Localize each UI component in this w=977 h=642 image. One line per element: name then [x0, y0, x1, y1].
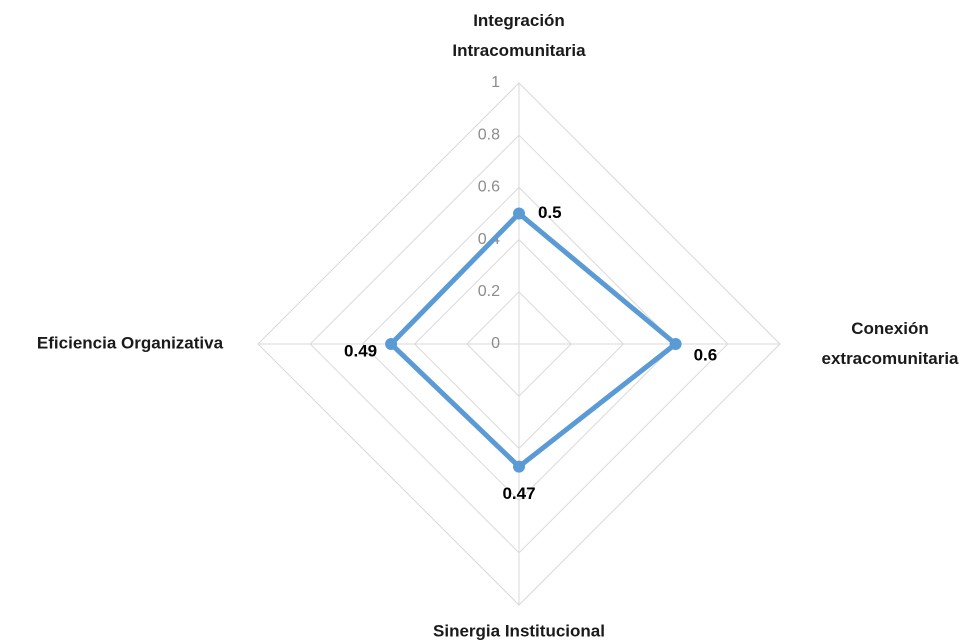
series-line: [388, 211, 679, 470]
tick-label: 1: [491, 74, 500, 91]
marker: [669, 338, 682, 350]
tick-label: 0: [491, 335, 500, 352]
category-label: Integración Intracomunitaria: [452, 11, 586, 60]
data-label: 0.47: [502, 484, 535, 503]
tick-label: 0.6: [478, 179, 500, 196]
data-label: 0.49: [344, 341, 377, 360]
tick-label: 0.8: [478, 126, 500, 143]
data-label: 0.6: [694, 345, 718, 364]
category-label: Eficiencia Organizativa: [37, 333, 224, 352]
category-label: Sinergia Institucional: [433, 621, 605, 640]
marker: [513, 460, 525, 473]
marker: [385, 338, 398, 350]
data-label: 0.5: [538, 203, 562, 222]
tick-label: 0.2: [478, 283, 500, 300]
category-label: Conexión extracomunitaria: [822, 319, 960, 368]
marker: [513, 207, 525, 220]
